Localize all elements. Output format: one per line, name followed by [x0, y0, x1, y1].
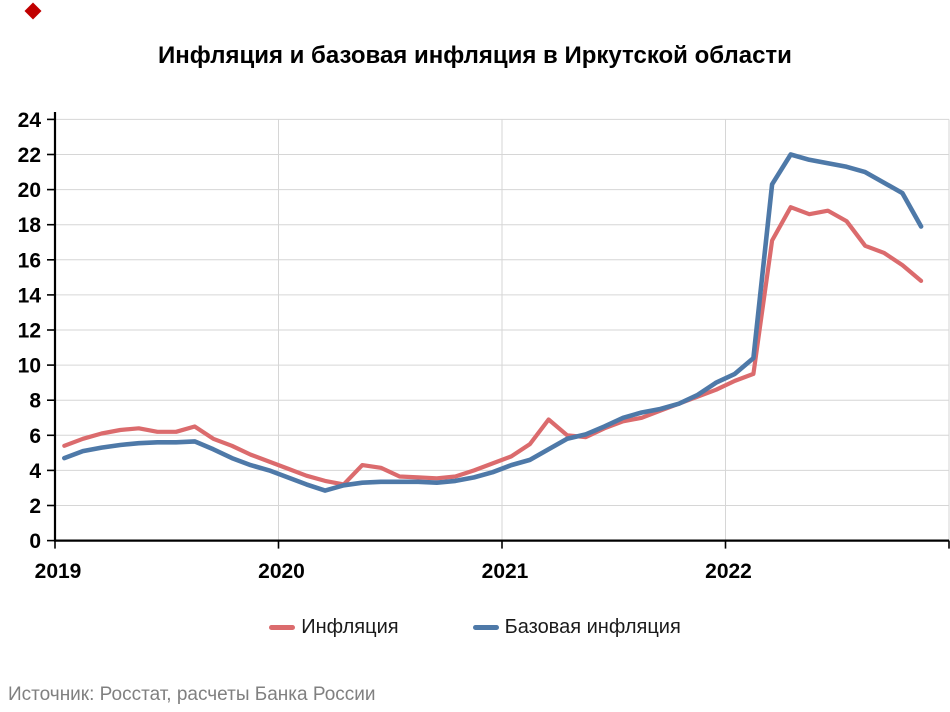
- x-tick-label: 2020: [258, 560, 305, 583]
- legend-label-core-inflation: Базовая инфляция: [504, 616, 681, 638]
- series-line-core-inflation: [62, 152, 924, 493]
- y-tick-label: 6: [29, 425, 41, 448]
- chart-title: Инфляция и базовая инфляция в Иркутской …: [158, 42, 792, 69]
- y-tick-label: 10: [18, 355, 41, 378]
- legend-label-inflation: Инфляция: [301, 616, 399, 638]
- core-inflation-line-swatch: [472, 625, 499, 630]
- legend-item-inflation: Инфляция: [269, 616, 399, 639]
- source-note: Источник: Росстат, расчеты Банка России: [8, 684, 376, 705]
- y-tick-label: 24: [18, 109, 42, 132]
- x-tick-label: 2019: [35, 560, 82, 583]
- y-tick-label: 0: [29, 530, 41, 553]
- y-tick-label: 20: [18, 179, 41, 202]
- y-tick-label: 4: [29, 460, 41, 483]
- y-tick-label: 16: [18, 249, 41, 272]
- y-tick-label: 2: [29, 495, 41, 518]
- y-tick-label: 14: [18, 284, 42, 307]
- y-tick-label: 18: [18, 214, 42, 237]
- legend-item-core-inflation: Базовая инфляция: [472, 616, 681, 639]
- y-tick-label: 12: [18, 320, 41, 343]
- y-tick-label: 22: [18, 144, 41, 167]
- chart-legend: Инфляция Базовая инфляция: [0, 616, 950, 639]
- x-tick-label: 2021: [482, 560, 529, 583]
- y-tick-label: 8: [29, 390, 41, 413]
- inflation-line-swatch: [269, 625, 296, 630]
- x-tick-label: 2022: [705, 560, 752, 583]
- series-line-inflation: [62, 205, 924, 487]
